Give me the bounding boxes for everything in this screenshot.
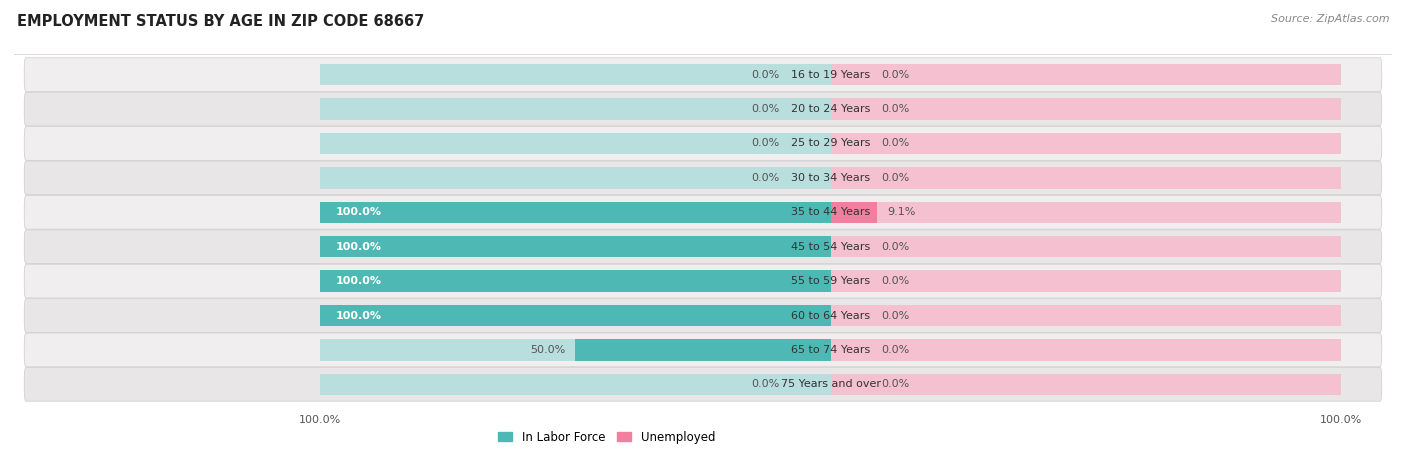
Text: 0.0%: 0.0% xyxy=(882,104,910,114)
Text: 0.0%: 0.0% xyxy=(882,379,910,389)
Text: EMPLOYMENT STATUS BY AGE IN ZIP CODE 68667: EMPLOYMENT STATUS BY AGE IN ZIP CODE 686… xyxy=(17,14,425,28)
Bar xyxy=(575,339,831,360)
Text: 60 to 64 Years: 60 to 64 Years xyxy=(792,310,870,320)
Bar xyxy=(831,64,1341,86)
FancyBboxPatch shape xyxy=(24,92,1382,126)
Bar xyxy=(321,64,831,86)
Bar xyxy=(831,167,1341,189)
Text: 9.1%: 9.1% xyxy=(887,207,915,217)
Bar xyxy=(321,270,831,292)
Bar xyxy=(321,133,831,154)
Text: 100.0%: 100.0% xyxy=(336,242,381,252)
FancyBboxPatch shape xyxy=(24,195,1382,229)
Text: 0.0%: 0.0% xyxy=(751,173,779,183)
Text: 20 to 24 Years: 20 to 24 Years xyxy=(792,104,870,114)
Bar xyxy=(321,236,831,257)
Bar xyxy=(831,133,1341,154)
Text: 0.0%: 0.0% xyxy=(751,104,779,114)
Text: 0.0%: 0.0% xyxy=(751,139,779,148)
Bar xyxy=(321,270,831,292)
Bar xyxy=(321,236,831,257)
FancyBboxPatch shape xyxy=(24,264,1382,298)
Text: 50.0%: 50.0% xyxy=(530,345,565,355)
Text: Source: ZipAtlas.com: Source: ZipAtlas.com xyxy=(1271,14,1389,23)
FancyBboxPatch shape xyxy=(24,333,1382,367)
Bar xyxy=(321,305,831,326)
Bar xyxy=(831,305,1341,326)
Bar xyxy=(831,339,1341,360)
Bar xyxy=(831,270,1341,292)
Text: 16 to 19 Years: 16 to 19 Years xyxy=(792,70,870,80)
FancyBboxPatch shape xyxy=(24,161,1382,195)
Text: 0.0%: 0.0% xyxy=(882,139,910,148)
Bar xyxy=(831,202,877,223)
Text: 45 to 54 Years: 45 to 54 Years xyxy=(792,242,870,252)
FancyBboxPatch shape xyxy=(24,368,1382,401)
Text: 55 to 59 Years: 55 to 59 Years xyxy=(792,276,870,286)
Text: 100.0%: 100.0% xyxy=(336,207,381,217)
Text: 0.0%: 0.0% xyxy=(882,276,910,286)
Bar xyxy=(831,236,1341,257)
Text: 100.0%: 100.0% xyxy=(336,276,381,286)
FancyBboxPatch shape xyxy=(24,299,1382,333)
Text: 0.0%: 0.0% xyxy=(882,345,910,355)
Bar xyxy=(321,374,831,395)
Text: 75 Years and over: 75 Years and over xyxy=(780,379,880,389)
Text: 0.0%: 0.0% xyxy=(882,70,910,80)
Text: 0.0%: 0.0% xyxy=(882,242,910,252)
Bar xyxy=(831,374,1341,395)
Bar xyxy=(321,99,831,120)
FancyBboxPatch shape xyxy=(24,230,1382,264)
Legend: In Labor Force, Unemployed: In Labor Force, Unemployed xyxy=(494,426,720,448)
FancyBboxPatch shape xyxy=(24,58,1382,91)
Bar xyxy=(831,202,1341,223)
Bar xyxy=(321,202,831,223)
Text: 0.0%: 0.0% xyxy=(882,173,910,183)
Text: 0.0%: 0.0% xyxy=(882,310,910,320)
Text: 0.0%: 0.0% xyxy=(751,379,779,389)
Bar xyxy=(321,202,831,223)
Text: 65 to 74 Years: 65 to 74 Years xyxy=(792,345,870,355)
Bar xyxy=(321,305,831,326)
FancyBboxPatch shape xyxy=(24,126,1382,160)
Bar xyxy=(321,339,831,360)
Text: 100.0%: 100.0% xyxy=(336,310,381,320)
Bar xyxy=(831,99,1341,120)
Text: 35 to 44 Years: 35 to 44 Years xyxy=(792,207,870,217)
Text: 30 to 34 Years: 30 to 34 Years xyxy=(792,173,870,183)
Text: 25 to 29 Years: 25 to 29 Years xyxy=(792,139,870,148)
Bar xyxy=(321,167,831,189)
Text: 0.0%: 0.0% xyxy=(751,70,779,80)
